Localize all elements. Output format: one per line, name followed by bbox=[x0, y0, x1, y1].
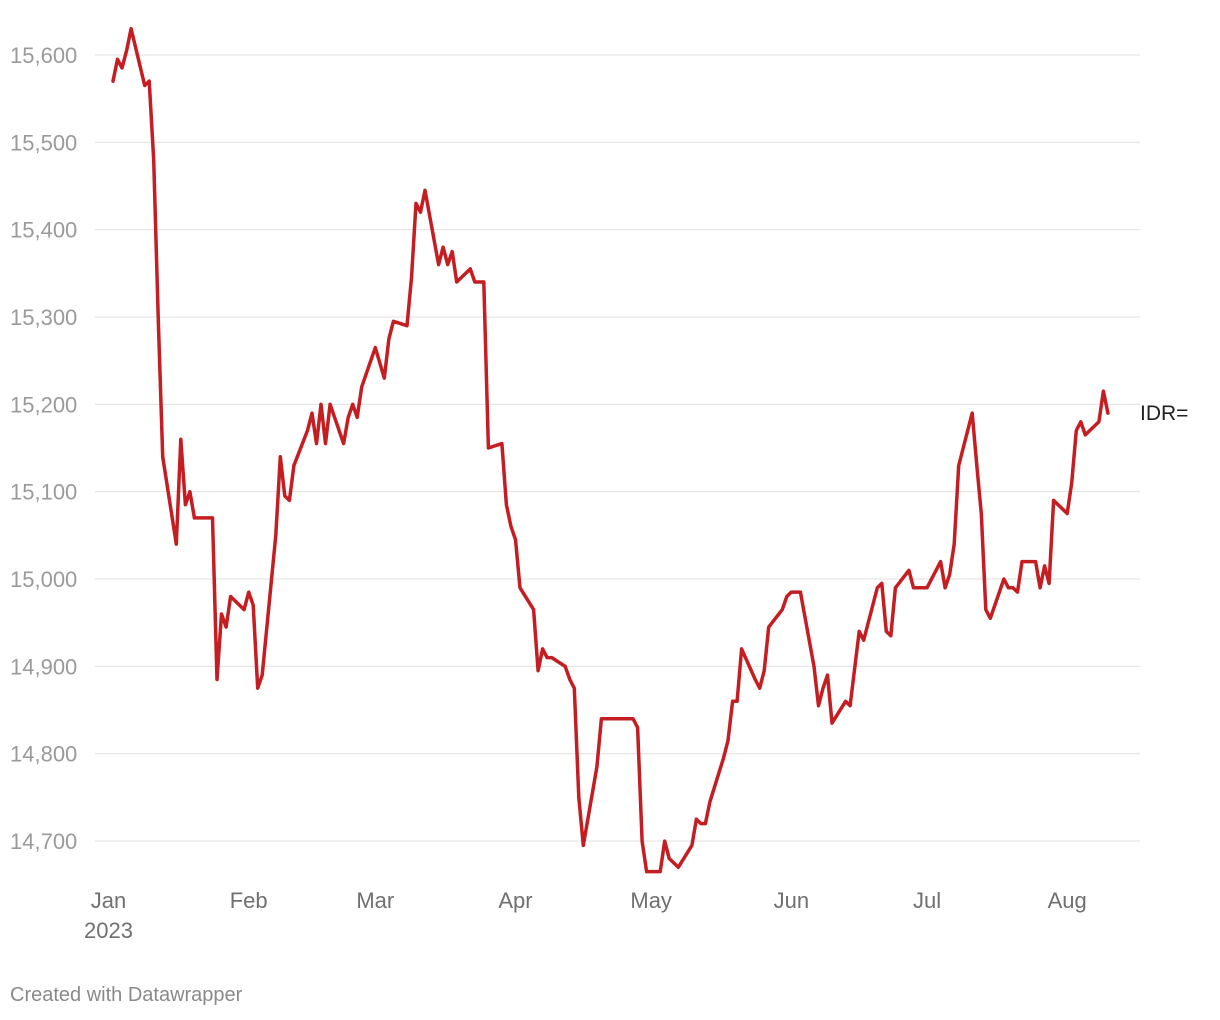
y-tick-label: 15,100 bbox=[10, 480, 77, 505]
series-label: IDR= bbox=[1140, 402, 1188, 425]
x-tick-label: Jun bbox=[774, 888, 809, 913]
x-tick-label: Mar bbox=[356, 888, 394, 913]
y-tick-label: 15,000 bbox=[10, 567, 77, 592]
y-tick-label: 15,200 bbox=[10, 392, 77, 417]
y-tick-label: 15,500 bbox=[10, 130, 77, 155]
x-axis-ticks: Jan 2023 Feb Mar Apr May Jun Jul Aug bbox=[84, 888, 1087, 943]
y-tick-label: 14,800 bbox=[10, 742, 77, 767]
series-line-idr bbox=[111, 26, 1110, 874]
x-tick-label: Jul bbox=[913, 888, 941, 913]
y-tick-label: 14,700 bbox=[10, 829, 77, 854]
y-tick-label: 15,400 bbox=[10, 218, 77, 243]
x-tick-label: Apr bbox=[498, 888, 532, 913]
datawrapper-credit: Created with Datawrapper bbox=[10, 984, 243, 1006]
gridlines bbox=[95, 54, 1140, 842]
x-tick-label: Aug bbox=[1048, 888, 1087, 913]
x-tick-year-label: 2023 bbox=[84, 918, 133, 943]
y-tick-label: 15,300 bbox=[10, 305, 77, 330]
y-tick-label: 14,900 bbox=[10, 654, 77, 679]
x-tick-label: May bbox=[630, 888, 672, 913]
line-chart: 14,700 14,800 14,900 15,000 15,100 15,200 15,3… bbox=[10, 26, 1188, 943]
y-axis-ticks: 14,700 14,800 14,900 15,000 15,100 15,200 15,3… bbox=[10, 43, 77, 854]
y-tick-label: 15,600 bbox=[10, 43, 77, 68]
x-tick-label: Jan bbox=[91, 888, 126, 913]
x-tick-label: Feb bbox=[230, 888, 268, 913]
series-layer: IDR= bbox=[111, 26, 1188, 874]
